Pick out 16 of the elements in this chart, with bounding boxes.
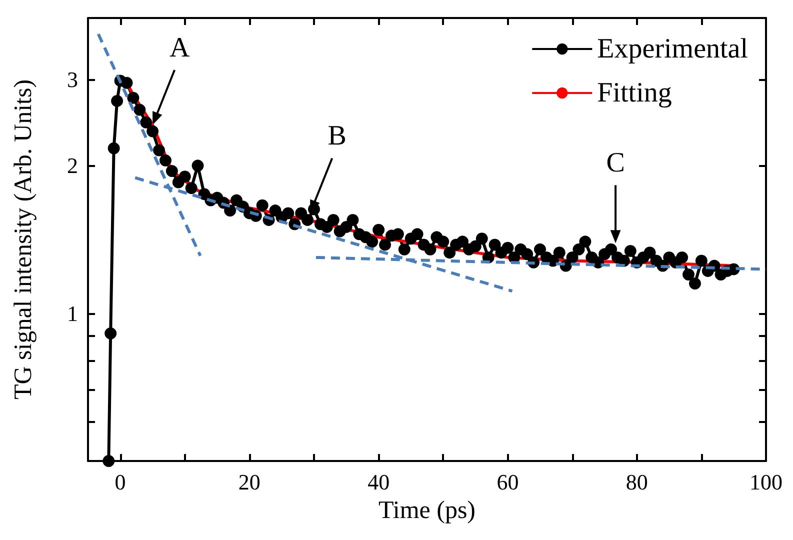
- y-tick-label: 1: [67, 300, 78, 326]
- x-tick-label: 40: [368, 470, 390, 494]
- x-axis-title: Time (ps): [378, 496, 476, 524]
- annotation: C: [606, 148, 625, 179]
- y-axis-title: TG signal intensity (Arb. Units): [10, 79, 37, 400]
- legend-label: Experimental: [597, 34, 748, 64]
- x-tick-label: 0: [114, 470, 126, 494]
- x-tick-label: 60: [496, 470, 519, 494]
- y-tick-label: 2: [67, 153, 78, 178]
- legend-label: Fitting: [597, 78, 672, 108]
- annotation: A: [169, 32, 190, 64]
- y-tick-label: 3: [67, 66, 78, 92]
- x-tick-label: 80: [626, 470, 648, 494]
- x-tick-label: 20: [238, 470, 260, 494]
- annotation: B: [328, 120, 346, 152]
- x-tick-label: 100: [750, 470, 782, 494]
